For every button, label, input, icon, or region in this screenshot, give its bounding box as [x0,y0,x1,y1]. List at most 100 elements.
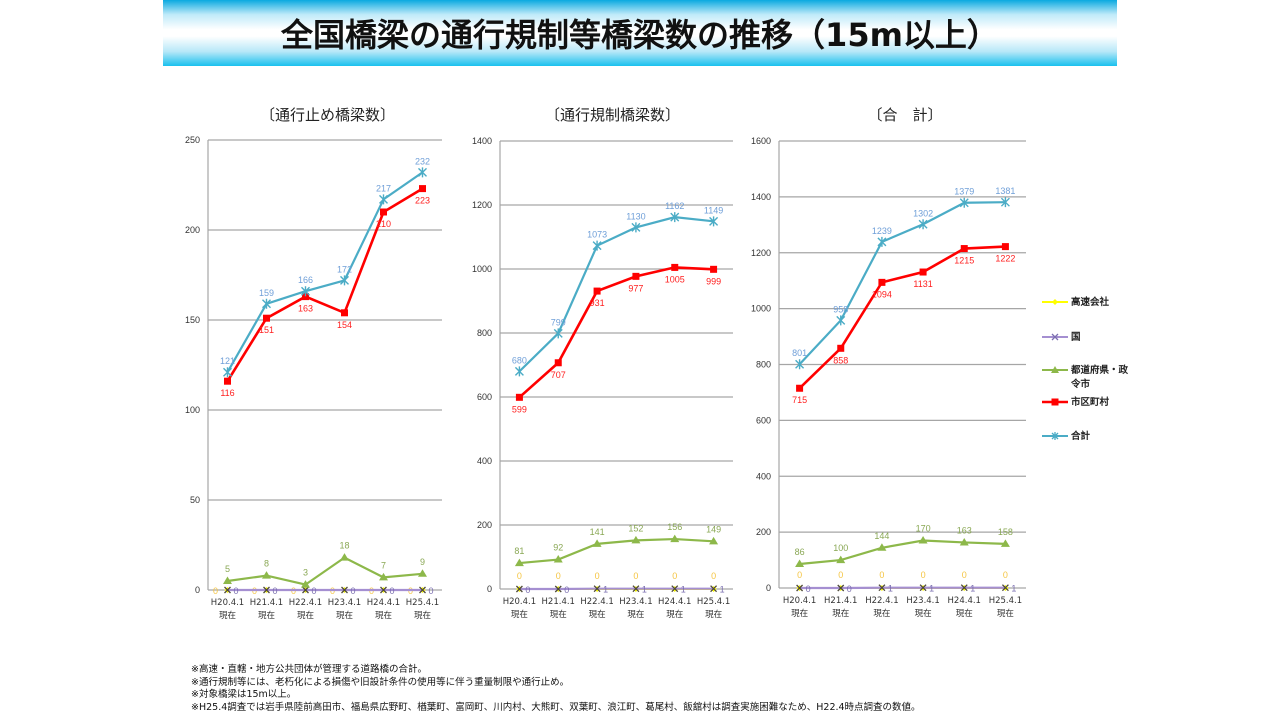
data-label-national: 0 [525,585,530,595]
marker-municipal [341,309,348,317]
x-tick-label: H20.4.1 [783,596,816,606]
marker-prefecture [795,559,805,567]
marker-prefecture [1000,539,1010,547]
y-tick-label: 250 [185,135,200,145]
marker-national [515,585,523,593]
legend-label: 高速会社 [1071,297,1110,308]
chart-title-restrictions: 〔通行規制橋梁数〕 [544,106,680,124]
series-line-prefecture [799,539,1006,566]
data-label-prefecture: 144 [874,531,889,541]
x-tick-label: H25.4.1 [989,596,1022,606]
footnotes: ※高速・直轄・地方公共団体が管理する道路橋の合計。 ※通行規制等には、老朽化によ… [191,664,921,714]
data-label-national: 0 [564,585,569,595]
x-tick-label: H24.4.1 [658,597,691,607]
y-tick-label: 100 [185,405,200,415]
y-tick-label: 1400 [472,136,492,146]
marker-national [878,584,886,592]
data-label-total: 159 [259,288,274,298]
data-label-municipal: 223 [415,196,430,206]
data-label-national: 1 [888,584,893,594]
marker-total [709,216,719,227]
marker-municipal [632,272,640,280]
legend-municipal-marker-icon [1042,398,1068,406]
y-tick-label: 600 [756,415,771,425]
data-label-total: 799 [551,317,566,327]
x-tick-label: 現在 [873,608,890,619]
x-tick-label: H24.4.1 [367,598,400,608]
chart-title-total: 〔合 計〕 [867,106,943,124]
footnote: ※対象橋梁は15m以上。 [191,689,297,700]
data-label-total: 217 [376,183,391,193]
data-label-prefecture: 5 [225,564,230,574]
marker-total [262,298,271,309]
marker-national [419,586,426,594]
x-tick-label: H22.4.1 [289,598,322,608]
data-label-municipal: 1094 [872,289,892,299]
x-tick-label: 現在 [375,610,392,621]
data-label-municipal: 931 [590,298,605,308]
x-tick-label: 現在 [997,608,1014,619]
x-tick-label: 現在 [791,608,808,619]
marker-total [836,315,846,326]
x-tick-label: 現在 [666,609,683,620]
marker-national [554,585,562,593]
data-label-expressway: 0 [962,570,967,580]
data-label-prefecture: 92 [553,543,563,553]
marker-total [795,359,805,370]
data-label-national: 1 [603,585,608,595]
data-label-national: 1 [929,584,934,594]
legend-item-national: 国 [1042,331,1081,345]
x-tick-label: 現在 [219,610,236,621]
data-label-municipal: 1222 [995,254,1015,264]
data-label-total: 166 [298,275,313,285]
marker-prefecture [877,543,887,551]
marker-national [796,584,804,592]
marker-total [918,219,928,230]
data-label-total: 1149 [704,205,723,215]
marker-national [593,585,601,593]
x-tick-label: H21.4.1 [824,596,857,606]
series-line-municipal [226,187,424,382]
data-label-expressway: 0 [517,571,522,581]
data-label-prefecture: 86 [795,547,805,557]
marker-national [671,585,679,593]
data-label-prefecture: 163 [957,525,972,535]
marker-total [514,366,524,377]
data-label-expressway: 0 [633,571,638,581]
x-tick-label: 現在 [589,609,606,620]
y-tick-label: 400 [756,471,771,481]
data-label-municipal: 1005 [665,274,685,284]
marker-prefecture [379,572,388,581]
data-label-prefecture: 3 [303,568,308,578]
y-tick-label: 600 [477,392,492,402]
data-label-municipal: 210 [376,219,391,229]
y-tick-label: 1000 [472,264,492,274]
x-tick-label: 現在 [956,608,973,619]
y-tick-label: 1000 [751,304,771,314]
y-tick-label: 200 [477,520,492,530]
data-label-municipal: 154 [337,320,352,330]
marker-national [224,586,231,594]
marker-prefecture [418,569,427,577]
series-line-municipal [518,266,714,399]
marker-total [379,194,388,205]
y-tick-label: 800 [477,328,492,338]
legend-prefecture-marker-icon [1042,366,1068,373]
x-tick-label: H21.4.1 [542,597,575,607]
data-label-prefecture: 141 [590,527,605,537]
series-line-total [798,201,1006,365]
marker-total [959,197,969,208]
series-line-prefecture [519,537,714,565]
y-tick-label: 0 [195,585,200,595]
marker-municipal [263,314,270,322]
marker-prefecture [223,576,232,584]
marker-national [632,585,640,593]
page-title: 全国橋梁の通行規制等橋梁数の推移（15m以上） [281,16,999,54]
marker-prefecture [592,539,602,547]
chart-1: 0200400600800100012001400H20.4.1現在H21.4.… [472,136,733,620]
x-tick-label: H25.4.1 [697,597,730,607]
marker-national [302,586,309,594]
marker-total [340,275,349,286]
data-label-expressway: 0 [879,570,884,580]
data-label-expressway: 0 [595,571,600,581]
